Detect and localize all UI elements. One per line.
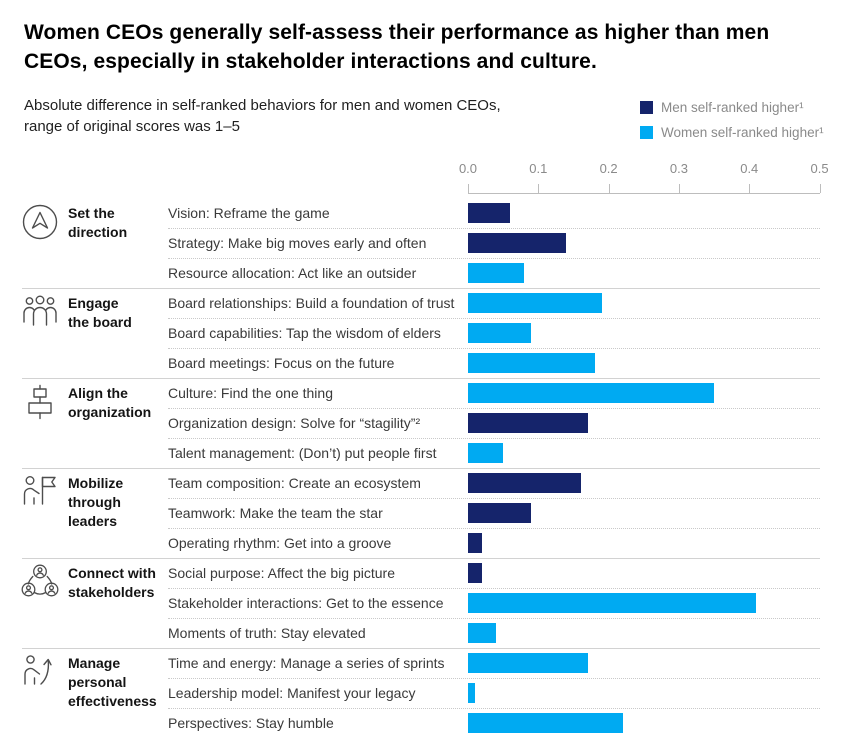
x-axis-tick-label: 0.5 xyxy=(810,161,829,176)
personal-growth-icon xyxy=(24,655,52,685)
row-separator xyxy=(168,438,820,439)
stakeholder-network-icon xyxy=(20,562,60,602)
group-separator xyxy=(22,378,820,379)
men-swatch xyxy=(640,101,653,114)
bar-men xyxy=(468,503,532,523)
legend-label: Women self-ranked higher¹ xyxy=(661,125,824,140)
direction-compass-icon xyxy=(22,204,58,240)
row-label: Resource allocation: Act like an outside… xyxy=(168,265,417,281)
org-chart-icon xyxy=(28,384,52,420)
row-separator xyxy=(168,318,820,319)
legend-label: Men self-ranked higher¹ xyxy=(661,100,804,115)
row-label: Board relationships: Build a foundation … xyxy=(168,295,455,311)
x-axis-tick-label: 0.2 xyxy=(599,161,618,176)
row-label: Stakeholder interactions: Get to the ess… xyxy=(168,595,444,611)
x-axis-tick-mark xyxy=(678,184,680,193)
group-label: Engage the board xyxy=(68,295,132,330)
group-label: Set the direction xyxy=(68,205,128,240)
row-label: Perspectives: Stay humble xyxy=(168,715,334,731)
group-separator xyxy=(22,648,820,649)
row-separator xyxy=(168,348,820,349)
bar-women xyxy=(468,263,525,283)
row-label: Operating rhythm: Get into a groove xyxy=(168,535,392,551)
row-separator xyxy=(168,528,820,529)
x-axis-tick-label: 0.3 xyxy=(669,161,688,176)
bar-women xyxy=(468,293,602,313)
bar-women xyxy=(468,713,623,733)
x-axis-tick-label: 0.1 xyxy=(529,161,548,176)
women-swatch xyxy=(640,126,653,139)
leader-flag-icon xyxy=(20,472,60,512)
bar-men xyxy=(468,533,483,553)
row-separator xyxy=(168,618,820,619)
row-label: Board capabilities: Tap the wisdom of el… xyxy=(168,325,441,341)
row-label: Time and energy: Manage a series of spri… xyxy=(168,655,445,671)
group-separator xyxy=(22,468,820,469)
row-label: Social purpose: Affect the big picture xyxy=(168,565,395,581)
x-axis-tick-mark xyxy=(538,184,540,193)
group-label: Connect with stakeholders xyxy=(68,565,156,600)
direction-compass-icon xyxy=(20,202,60,242)
row-label: Moments of truth: Stay elevated xyxy=(168,625,366,641)
org-chart-icon xyxy=(20,382,60,422)
personal-growth-icon xyxy=(20,652,60,692)
row-separator xyxy=(168,678,820,679)
bar-women xyxy=(468,683,476,703)
row-separator xyxy=(168,588,820,589)
bar-men xyxy=(468,203,511,223)
row-separator xyxy=(168,708,820,709)
board-people-icon xyxy=(23,295,57,326)
bar-women xyxy=(468,383,715,403)
row-label: Team composition: Create an ecosystem xyxy=(168,475,421,491)
bar-women xyxy=(468,623,497,643)
legend: Men self-ranked higher¹ Women self-ranke… xyxy=(640,100,824,150)
bar-women xyxy=(468,323,532,343)
group-label: Align the organization xyxy=(68,385,152,420)
chart-subtitle: Absolute difference in self-ranked behav… xyxy=(24,97,501,135)
row-separator xyxy=(168,228,820,229)
group-label: Manage personal effectiveness xyxy=(68,655,157,709)
bar-women xyxy=(468,443,504,463)
row-separator xyxy=(168,498,820,499)
row-separator xyxy=(168,408,820,409)
leader-flag-icon xyxy=(23,475,56,505)
bar-women xyxy=(468,593,757,613)
row-label: Board meetings: Focus on the future xyxy=(168,355,395,371)
row-label: Strategy: Make big moves early and often xyxy=(168,235,427,251)
row-separator xyxy=(168,258,820,259)
x-axis-tick-label: 0.4 xyxy=(740,161,759,176)
bar-men xyxy=(468,233,567,253)
row-label: Talent management: (Don’t) put people fi… xyxy=(168,445,437,461)
row-label: Vision: Reframe the game xyxy=(168,205,330,221)
bar-women xyxy=(468,353,595,373)
x-axis-tick-mark xyxy=(749,184,751,193)
bar-men xyxy=(468,563,483,583)
board-people-icon xyxy=(20,292,60,332)
group-separator xyxy=(22,558,820,559)
x-axis-tick-mark xyxy=(608,184,610,193)
bar-women xyxy=(468,653,588,673)
group-label: Mobilize through leaders xyxy=(68,475,124,529)
row-label: Teamwork: Make the team the star xyxy=(168,505,383,521)
x-axis-tick-mark xyxy=(819,184,821,193)
x-axis-line xyxy=(468,193,820,194)
page-title: Women CEOs generally self-assess their p… xyxy=(24,21,770,73)
bar-men xyxy=(468,413,588,433)
row-label: Leadership model: Manifest your legacy xyxy=(168,685,416,701)
bar-men xyxy=(468,473,581,493)
x-axis-tick-label: 0.0 xyxy=(458,161,478,176)
x-axis-tick-mark xyxy=(468,184,469,193)
stakeholder-network-icon xyxy=(21,564,59,597)
legend-item-women: Women self-ranked higher¹ xyxy=(640,125,824,140)
legend-item-men: Men self-ranked higher¹ xyxy=(640,100,824,115)
group-separator xyxy=(22,288,820,289)
row-label: Culture: Find the one thing xyxy=(168,385,333,401)
row-label: Organization design: Solve for “stagilit… xyxy=(168,415,421,431)
